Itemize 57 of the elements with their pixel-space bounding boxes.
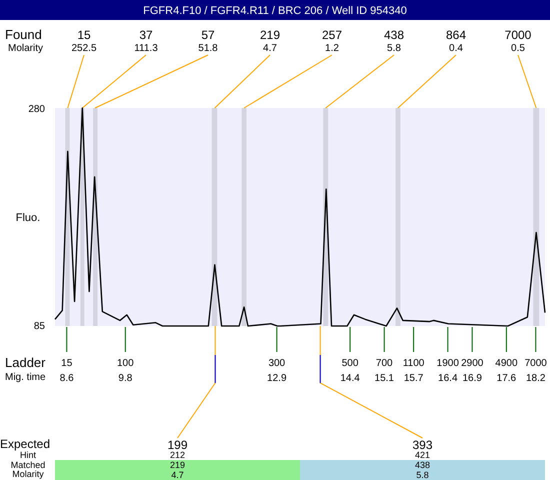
x-tick-label: 17.6	[496, 373, 517, 384]
annotation: 199	[167, 438, 188, 452]
band-label: 257	[322, 28, 342, 42]
text: 500	[342, 358, 359, 369]
text: Molarity	[8, 43, 44, 54]
band-label: 57	[201, 28, 215, 42]
text: 4900	[495, 358, 518, 369]
x-tick-label: 9.8	[118, 373, 133, 384]
annotation: 0.4	[449, 43, 464, 54]
text: 1100	[402, 358, 425, 369]
annotation: 5.8	[387, 43, 402, 54]
band-label: 438	[384, 28, 404, 42]
x-tick-label: 16.4	[438, 373, 458, 384]
band-label: 7000	[504, 28, 532, 42]
text: Matched	[10, 460, 46, 470]
y-tick-label: 280	[28, 104, 46, 115]
text: 1900	[436, 358, 460, 369]
x-tick-label: 8.6	[60, 373, 74, 384]
y-tick-label: 85	[34, 320, 46, 332]
text: 7000	[524, 358, 548, 369]
text: 700	[376, 358, 394, 369]
x-tick-label: 18.2	[526, 373, 546, 384]
text: Expected	[0, 437, 50, 451]
text: 100	[117, 358, 134, 369]
band-label: 219	[260, 28, 280, 42]
band-label: 15	[77, 28, 91, 42]
text: 438	[414, 460, 430, 470]
text: Found	[5, 27, 42, 42]
chart-title: FGFR4.F10 / FGFR4.R11 / BRC 206 / Well ID 954340	[143, 5, 407, 17]
annotation: 1.2	[325, 43, 340, 54]
x-tick-label: 15.7	[404, 373, 424, 384]
annotation: 252.5	[71, 43, 97, 54]
annotation: 51.8	[198, 43, 218, 54]
text: 15	[61, 358, 73, 369]
text: Hint	[20, 450, 36, 460]
text: 219	[170, 460, 186, 470]
text: 4.7	[171, 470, 184, 480]
y-axis-title: Fluo.	[16, 212, 40, 224]
band-label: 864	[446, 28, 466, 42]
text: Molarity	[12, 469, 44, 479]
text: 212	[170, 450, 186, 460]
x-tick-label: 16.9	[462, 373, 482, 384]
annotation: 111.3	[134, 43, 158, 54]
text: 2900	[461, 358, 484, 369]
x-tick-label: 14.4	[340, 373, 360, 384]
text: 5.8	[416, 470, 429, 480]
annotation: 393	[412, 438, 433, 452]
annotation: 4.7	[263, 43, 278, 54]
line-series	[54, 107, 546, 327]
x-tick-label: 12.9	[267, 373, 287, 384]
text: 421	[414, 450, 430, 460]
text: Ladder	[5, 355, 46, 370]
text: Mig. time	[5, 372, 46, 383]
text: 300	[268, 358, 286, 369]
band-label: 37	[139, 28, 153, 42]
x-tick-label: 15.1	[374, 373, 394, 384]
annotation: 0.5	[511, 43, 526, 54]
